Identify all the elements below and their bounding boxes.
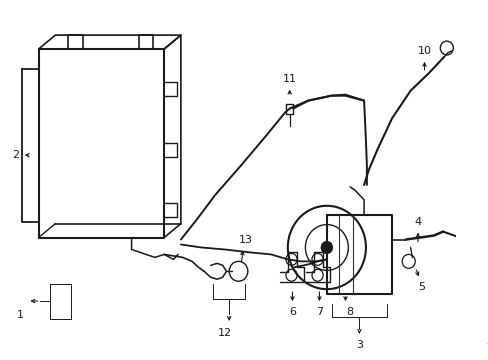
Text: 3: 3: [355, 340, 362, 350]
Text: 11: 11: [282, 74, 296, 84]
Text: 7: 7: [315, 307, 323, 317]
Text: 9: 9: [485, 341, 488, 351]
Text: 8: 8: [346, 307, 353, 317]
Text: 5: 5: [417, 282, 425, 292]
Text: 1: 1: [17, 310, 23, 320]
Circle shape: [320, 241, 332, 254]
Text: 13: 13: [239, 234, 252, 244]
Text: 10: 10: [417, 46, 430, 56]
Text: 6: 6: [288, 307, 295, 317]
Text: 12: 12: [217, 328, 231, 338]
Text: 4: 4: [414, 217, 421, 227]
Text: 2: 2: [12, 150, 19, 160]
